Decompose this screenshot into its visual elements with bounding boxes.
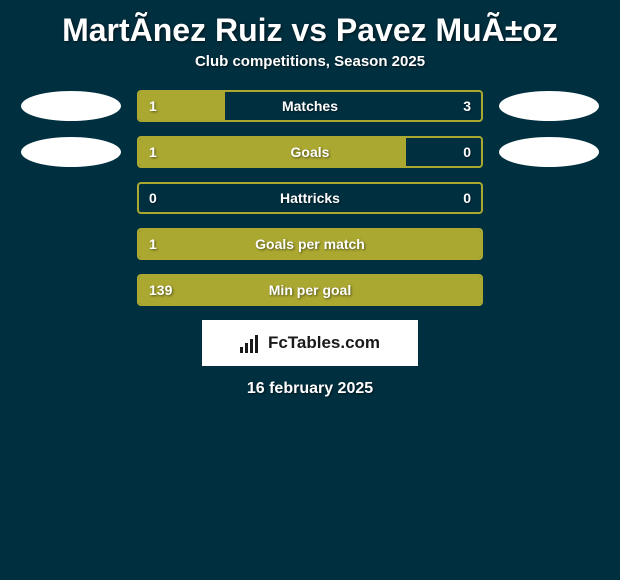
stat-bar: Min per goal 139 [137,274,483,306]
stat-value-left: 1 [149,98,157,114]
logo: FcTables.com [240,333,380,353]
player-left-avatar [21,137,121,167]
stat-label: Hattricks [280,190,340,206]
stat-value-left: 0 [149,190,157,206]
stat-bar: Goals per match 1 [137,228,483,260]
stat-row: Goals 1 0 [0,136,620,168]
bar-fill-left [139,138,406,166]
stat-bar: Hattricks 0 0 [137,182,483,214]
stat-row: Matches 1 3 [0,90,620,122]
stat-label: Goals per match [255,236,365,252]
stat-label: Goals [291,144,330,160]
stat-row: Goals per match 1 [0,228,620,260]
date-text: 16 february 2025 [0,380,620,398]
player-right-avatar [499,137,599,167]
logo-box: FcTables.com [202,320,418,366]
bar-chart-icon [240,333,264,353]
stat-label: Matches [282,98,338,114]
stat-value-left: 139 [149,282,172,298]
stat-value-right: 3 [463,98,471,114]
stat-label: Min per goal [269,282,351,298]
stat-row: Hattricks 0 0 [0,182,620,214]
stat-row: Min per goal 139 [0,274,620,306]
logo-label: FcTables.com [268,333,380,353]
stat-bar: Goals 1 0 [137,136,483,168]
stat-value-right: 0 [463,144,471,160]
page-title: MartÃ­nez Ruiz vs Pavez MuÃ±oz [0,0,620,53]
player-right-avatar [499,91,599,121]
stat-value-left: 1 [149,236,157,252]
player-left-avatar [21,91,121,121]
stat-bar: Matches 1 3 [137,90,483,122]
stats-rows: Matches 1 3 Goals 1 0 Hattricks 0 0 Goals per mat… [0,90,620,306]
stat-value-left: 1 [149,144,157,160]
bar-fill-right [225,92,482,120]
stat-value-right: 0 [463,190,471,206]
subtitle: Club competitions, Season 2025 [0,53,620,90]
